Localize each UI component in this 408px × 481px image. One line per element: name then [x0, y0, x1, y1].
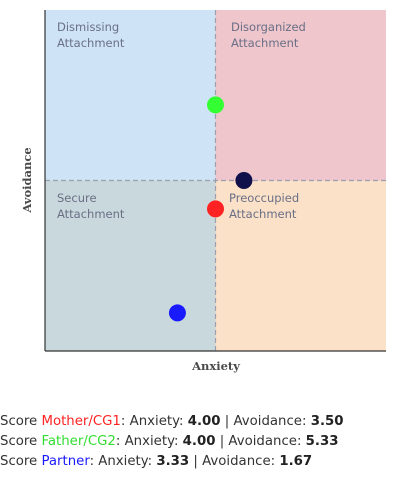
score-anxiety-label: : Anxiety:: [89, 454, 157, 469]
score-prefix: Score: [0, 434, 42, 449]
score-anxiety-value: 4.00: [187, 414, 221, 429]
quadrant-label-dismissing: Attachment: [57, 36, 125, 50]
quadrant-secure: [45, 180, 216, 351]
quadrant-preoccupied: [215, 180, 386, 351]
score-separator: | Avoidance:: [215, 434, 306, 449]
quadrant-label-preoccupied: Preoccupied: [229, 191, 299, 205]
quadrant-label-dismissing: Dismissing: [57, 20, 119, 34]
score-line-mother: Score Mother/CG1: Anxiety: 4.00 | Avoida…: [0, 412, 408, 432]
score-avoidance-value: 5.33: [305, 434, 339, 449]
quadrant-label-secure: Secure: [57, 191, 97, 205]
quadrant-label-disorganized: Attachment: [231, 36, 299, 50]
point-partner: [168, 304, 186, 322]
score-name-partner: Partner: [41, 454, 90, 469]
marker-layer: [168, 96, 253, 322]
x-axis-label: Anxiety: [191, 359, 240, 373]
score-prefix: Score: [0, 454, 42, 469]
score-anxiety-label: : Anxiety:: [120, 414, 188, 429]
quadrant-layer: Dismissing Attachment Disorganized Attachme…: [45, 10, 386, 351]
attachment-chart: Dismissing Attachment Disorganized Attachme…: [20, 10, 386, 373]
point-father-cg2: [207, 96, 224, 114]
point-unlabeled-3: [235, 172, 253, 189]
score-name-mother: Mother/CG1: [41, 414, 121, 429]
quadrant-label-disorganized: Disorganized: [231, 20, 306, 34]
score-list: Score Mother/CG1: Anxiety: 4.00 | Avoida…: [0, 412, 408, 472]
quadrant-label-secure: Attachment: [57, 207, 125, 221]
score-avoidance-value: 3.50: [310, 414, 344, 429]
score-prefix: Score: [0, 414, 42, 429]
quadrant-dismissing: [45, 10, 216, 181]
y-axis-label: Avoidance: [20, 147, 34, 213]
score-line-partner: Score Partner: Anxiety: 3.33 | Avoidance…: [0, 452, 408, 472]
quadrant-label-preoccupied: Attachment: [229, 207, 297, 221]
score-line-father: Score Father/CG2: Anxiety: 4.00 | Avoida…: [0, 432, 408, 452]
score-anxiety-value: 4.00: [182, 434, 216, 449]
score-anxiety-label: : Anxiety:: [115, 434, 183, 449]
score-anxiety-value: 3.33: [156, 454, 190, 469]
score-separator: | Avoidance:: [220, 414, 311, 429]
score-name-father: Father/CG2: [41, 434, 116, 449]
quadrant-disorganized: [215, 10, 386, 181]
score-separator: | Avoidance:: [189, 454, 280, 469]
score-avoidance-value: 1.67: [279, 454, 313, 469]
point-mother-cg1: [207, 200, 224, 218]
